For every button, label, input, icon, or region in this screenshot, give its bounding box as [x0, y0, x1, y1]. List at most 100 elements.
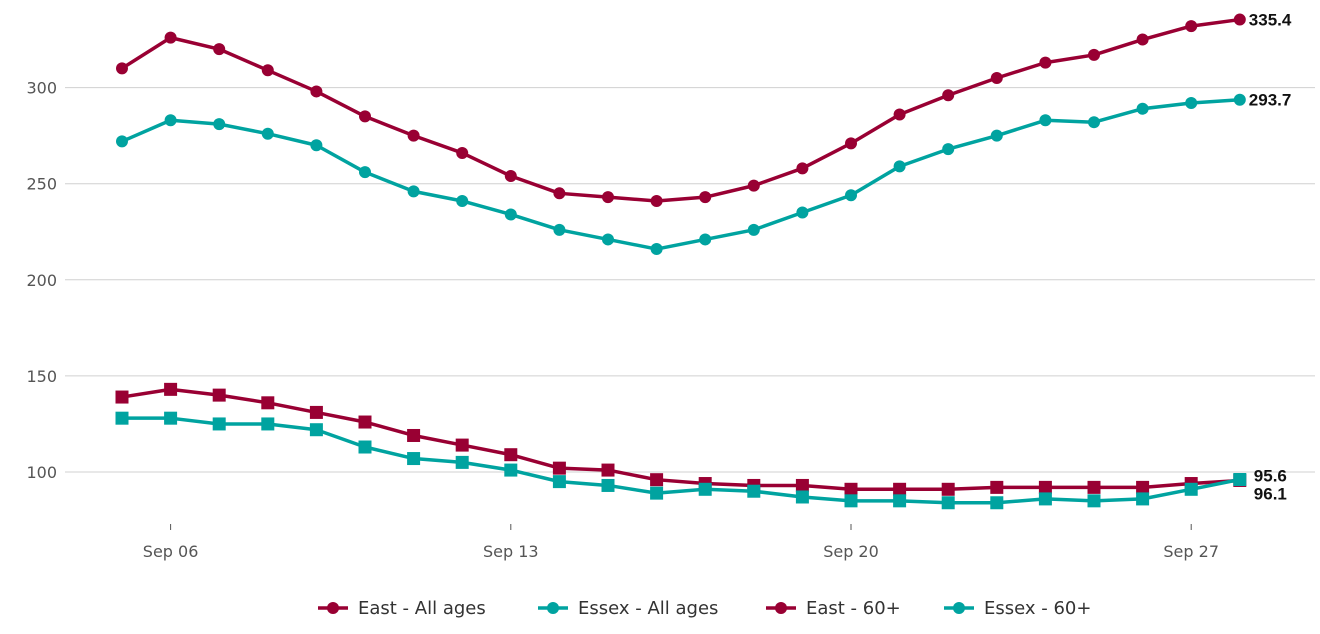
- data-point: [990, 129, 1003, 142]
- data-point: [893, 494, 907, 508]
- data-point: [1039, 114, 1052, 127]
- data-point: [845, 137, 857, 150]
- data-point: [1184, 482, 1198, 496]
- data-point: [844, 482, 858, 496]
- data-point: [845, 189, 857, 202]
- data-point: [358, 415, 372, 429]
- data-point: [990, 480, 1004, 494]
- data-point: [1088, 48, 1100, 61]
- series-line: [121, 387, 1240, 492]
- legend-swatch-marker: [327, 602, 339, 614]
- data-point: [456, 146, 469, 159]
- data-point: [359, 166, 371, 179]
- data-point: [310, 139, 323, 152]
- end-labels: 335.4 293.7 95.696.1: [1249, 11, 1292, 504]
- data-point: [455, 438, 469, 452]
- series-0: [116, 13, 1246, 207]
- data-point: [407, 452, 421, 466]
- data-point: [407, 129, 420, 142]
- data-point: [552, 475, 566, 489]
- data-point: [1038, 492, 1052, 506]
- data-point: [1088, 116, 1100, 129]
- data-point: [309, 423, 323, 437]
- legend-swatch-marker: [953, 602, 965, 614]
- data-point: [261, 417, 275, 431]
- series-line: [121, 97, 1240, 251]
- data-point: [456, 194, 469, 207]
- x-tick-label: Sep 27: [1163, 542, 1219, 561]
- data-point: [553, 223, 566, 236]
- data-point: [1136, 492, 1150, 506]
- data-point: [747, 179, 760, 192]
- data-point: [504, 208, 517, 221]
- data-point: [1038, 480, 1052, 494]
- data-point: [699, 233, 712, 246]
- data-point: [942, 143, 955, 156]
- data-point: [358, 440, 372, 454]
- y-tick-label: 300: [26, 79, 57, 98]
- legend-label: Essex - All ages: [578, 598, 718, 619]
- data-point: [552, 461, 566, 475]
- data-point: [1136, 102, 1149, 115]
- legend-item: East - 60+: [766, 598, 901, 619]
- series-lines: [115, 13, 1247, 510]
- series-2: [115, 382, 1247, 496]
- data-point: [1233, 93, 1246, 106]
- x-tick-label: Sep 06: [143, 542, 199, 561]
- end-value-label: 95.6: [1254, 466, 1287, 485]
- series-1: [116, 93, 1246, 256]
- data-point: [941, 496, 955, 510]
- data-point: [1233, 472, 1247, 486]
- data-point: [164, 114, 177, 127]
- data-point: [504, 448, 518, 462]
- data-point: [213, 43, 226, 56]
- data-point: [795, 478, 809, 492]
- end-value-label: 96.1: [1254, 484, 1287, 503]
- data-point: [796, 206, 809, 219]
- legend-item: East - All ages: [318, 598, 486, 619]
- legend-swatch-marker: [775, 602, 787, 614]
- data-point: [407, 428, 421, 442]
- series-line: [121, 17, 1241, 203]
- data-point: [115, 390, 129, 404]
- data-point: [261, 127, 274, 140]
- end-value-label: 293.7: [1249, 91, 1292, 110]
- legend-label: Essex - 60+: [984, 598, 1091, 619]
- data-point: [893, 482, 907, 496]
- data-point: [1039, 56, 1052, 69]
- data-point: [893, 160, 906, 173]
- y-axis: 100 150 200 250 300: [26, 79, 57, 482]
- y-tick-label: 200: [26, 271, 57, 290]
- data-point: [990, 496, 1004, 510]
- data-point: [990, 71, 1003, 84]
- data-point: [504, 463, 518, 477]
- data-point: [601, 478, 615, 492]
- data-point: [844, 494, 858, 508]
- data-point: [747, 484, 761, 498]
- data-point: [1185, 20, 1198, 33]
- data-point: [116, 135, 128, 148]
- data-point: [261, 64, 274, 77]
- data-point: [164, 31, 177, 44]
- legend-label: East - All ages: [358, 598, 486, 619]
- data-point: [650, 486, 664, 500]
- data-point: [1136, 480, 1150, 494]
- data-point: [602, 233, 614, 246]
- legend-item: Essex - 60+: [944, 598, 1091, 619]
- legend-item: Essex - All ages: [538, 598, 718, 619]
- grid-lines: [65, 87, 1315, 473]
- legend-label: East - 60+: [806, 598, 901, 619]
- data-point: [795, 490, 809, 504]
- data-point: [407, 185, 420, 198]
- data-point: [698, 482, 712, 496]
- legend-swatch-marker: [547, 602, 559, 614]
- data-point: [115, 411, 129, 425]
- data-point: [310, 85, 323, 98]
- data-point: [455, 455, 469, 469]
- data-point: [650, 473, 664, 487]
- data-point: [1087, 494, 1101, 508]
- series-3: [115, 411, 1247, 510]
- data-point: [213, 118, 226, 131]
- data-point: [164, 411, 178, 425]
- data-point: [747, 223, 760, 236]
